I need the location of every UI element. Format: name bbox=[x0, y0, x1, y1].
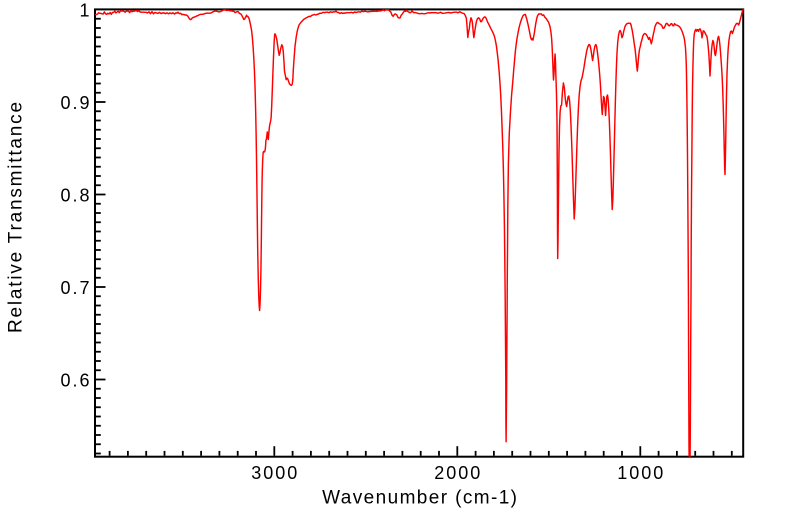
svg-text:0.7: 0.7 bbox=[60, 278, 91, 298]
svg-text:Wavenumber (cm-1): Wavenumber (cm-1) bbox=[322, 487, 518, 508]
svg-text:0.6: 0.6 bbox=[60, 371, 91, 391]
svg-text:Relative Transmittance: Relative Transmittance bbox=[5, 100, 26, 333]
svg-text:1000: 1000 bbox=[617, 463, 665, 483]
svg-text:1: 1 bbox=[79, 1, 91, 21]
svg-text:2000: 2000 bbox=[434, 463, 482, 483]
svg-text:0.8: 0.8 bbox=[60, 186, 91, 206]
svg-text:3000: 3000 bbox=[251, 463, 299, 483]
svg-text:0.9: 0.9 bbox=[60, 93, 91, 113]
